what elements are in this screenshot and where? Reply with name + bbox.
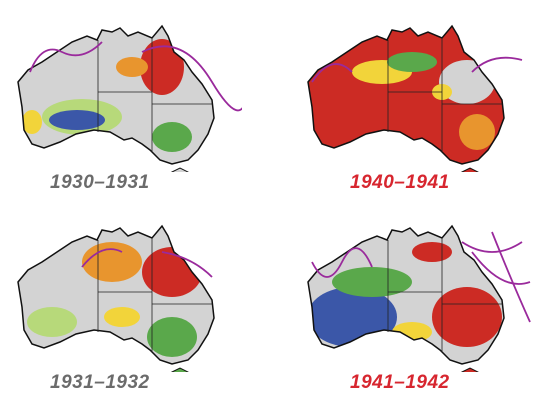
year-range-label: 1940–1941 xyxy=(350,172,450,193)
australia-map xyxy=(307,224,531,372)
australia-map xyxy=(17,224,215,372)
map-panel-1940-1941: 1940–1941 xyxy=(292,22,532,193)
australia-map xyxy=(17,24,242,172)
year-range-label: 1930–1931 xyxy=(50,172,150,193)
map-panel-1931-1932: 1931–1932 xyxy=(2,222,242,393)
map-panel-1941-1942: 1941–1942 xyxy=(292,222,532,393)
map-panel-1930-1931: 1930–1931 xyxy=(2,22,242,193)
australia-map xyxy=(307,24,523,172)
year-range-label: 1931–1932 xyxy=(50,372,150,393)
year-range-label: 1941–1942 xyxy=(350,372,450,393)
